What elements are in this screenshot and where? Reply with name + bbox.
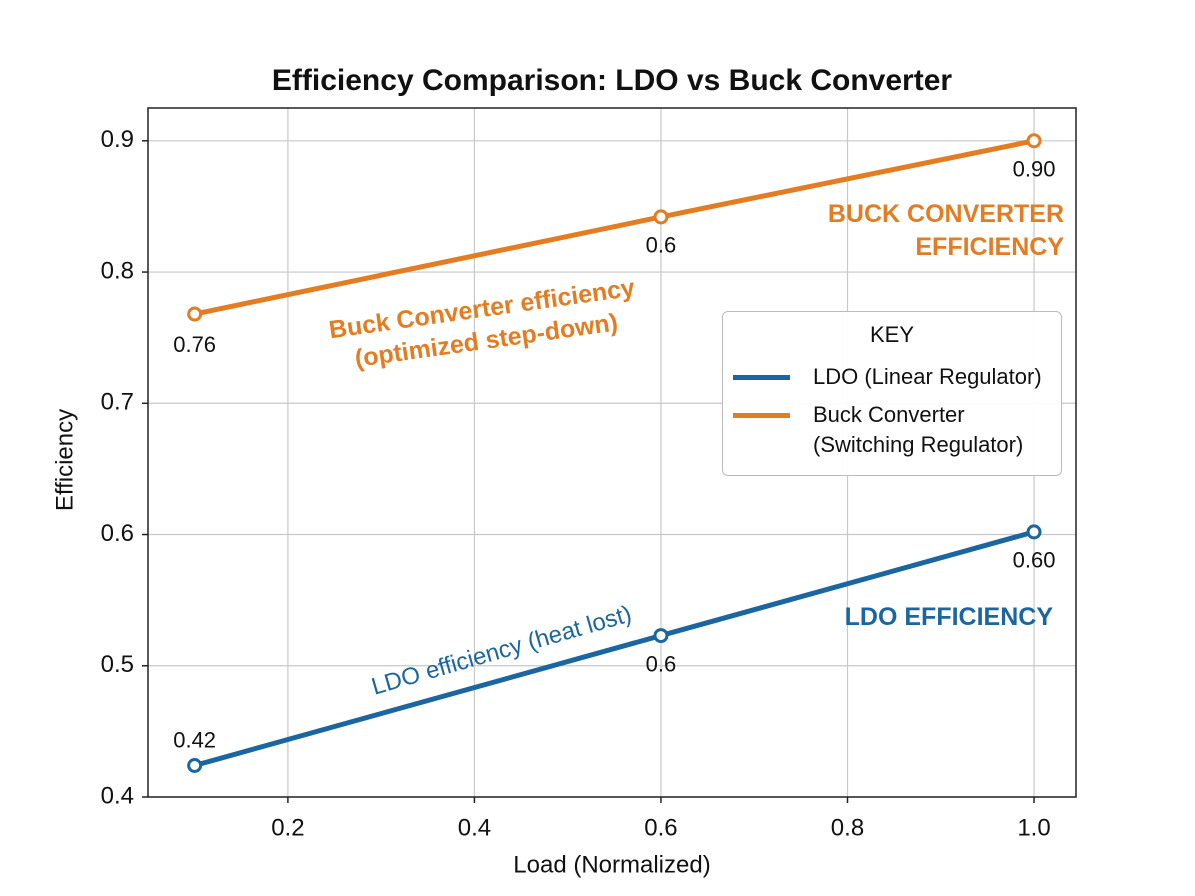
legend-title: KEY <box>869 322 915 347</box>
y-tick-label: 0.5 <box>101 651 134 678</box>
x-axis-label: Load (Normalized) <box>513 851 710 878</box>
point-label: 0.90 <box>1013 157 1056 182</box>
legend-label: LDO (Linear Regulator) <box>813 364 1042 389</box>
legend: KEY LDO (Linear Regulator) Buck Converter… <box>722 311 1062 476</box>
legend-swatch <box>733 375 790 380</box>
y-tick-label: 0.6 <box>101 520 134 547</box>
y-axis-label: Efficiency <box>51 409 78 511</box>
data-point <box>187 306 203 322</box>
x-tick-label: 0.6 <box>644 814 677 841</box>
point-label: 0.6 <box>646 233 677 258</box>
annotation-line: EFFICIENCY <box>915 233 1064 261</box>
chart-title: Efficiency Comparison: LDO vs Buck Conve… <box>272 64 952 97</box>
data-point <box>653 628 669 644</box>
y-tick-label: 0.4 <box>101 782 134 809</box>
x-tick-label: 0.4 <box>458 814 491 841</box>
data-point <box>653 209 669 225</box>
y-tick-label: 0.7 <box>101 389 134 416</box>
annotation: BUCK CONVERTER EFFICIENCY <box>828 200 1064 261</box>
y-tick-label: 0.8 <box>101 257 134 284</box>
legend-entry: LDO (Linear Regulator) <box>723 362 1043 392</box>
annotation: LDO efficiency (heat lost) <box>369 601 635 701</box>
data-point <box>1026 133 1042 149</box>
plot-frame <box>147 107 1077 798</box>
point-label: 0.42 <box>173 727 216 752</box>
point-label: 0.6 <box>646 651 677 676</box>
annotation-line: LDO efficiency (heat lost) <box>369 601 635 701</box>
data-point <box>1026 524 1042 540</box>
x-tick-label: 0.2 <box>271 814 304 841</box>
y-tick-label: 0.9 <box>101 126 134 153</box>
legend-label: Buck Converter (Switching Regulator) <box>813 402 1024 457</box>
x-tick-label: 0.8 <box>831 814 864 841</box>
legend-entry: Buck Converter (Switching Regulator) <box>723 400 1043 460</box>
annotation: Buck Converter efficiency(optimized step… <box>327 273 641 375</box>
data-point <box>187 758 203 774</box>
annotation: LDO EFFICIENCY <box>845 603 1054 631</box>
legend-swatch <box>733 413 790 418</box>
point-label: 0.76 <box>173 332 216 357</box>
series-line <box>192 529 1037 769</box>
annotation-line: LDO EFFICIENCY <box>845 603 1054 631</box>
x-tick-label: 1.0 <box>1017 814 1050 841</box>
point-label: 0.60 <box>1013 548 1056 573</box>
annotation-line: BUCK CONVERTER <box>828 200 1064 228</box>
